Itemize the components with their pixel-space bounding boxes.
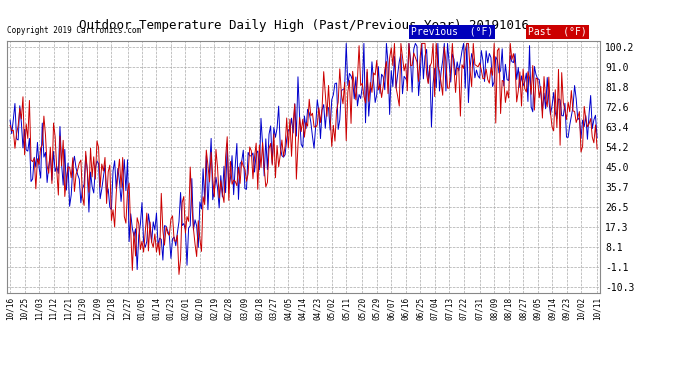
Text: Outdoor Temperature Daily High (Past/Previous Year) 20191016: Outdoor Temperature Daily High (Past/Pre… bbox=[79, 19, 529, 32]
Text: Previous  (°F): Previous (°F) bbox=[411, 27, 493, 37]
Text: Copyright 2019 Cartronics.com: Copyright 2019 Cartronics.com bbox=[7, 26, 141, 35]
Text: Past  (°F): Past (°F) bbox=[528, 27, 586, 37]
